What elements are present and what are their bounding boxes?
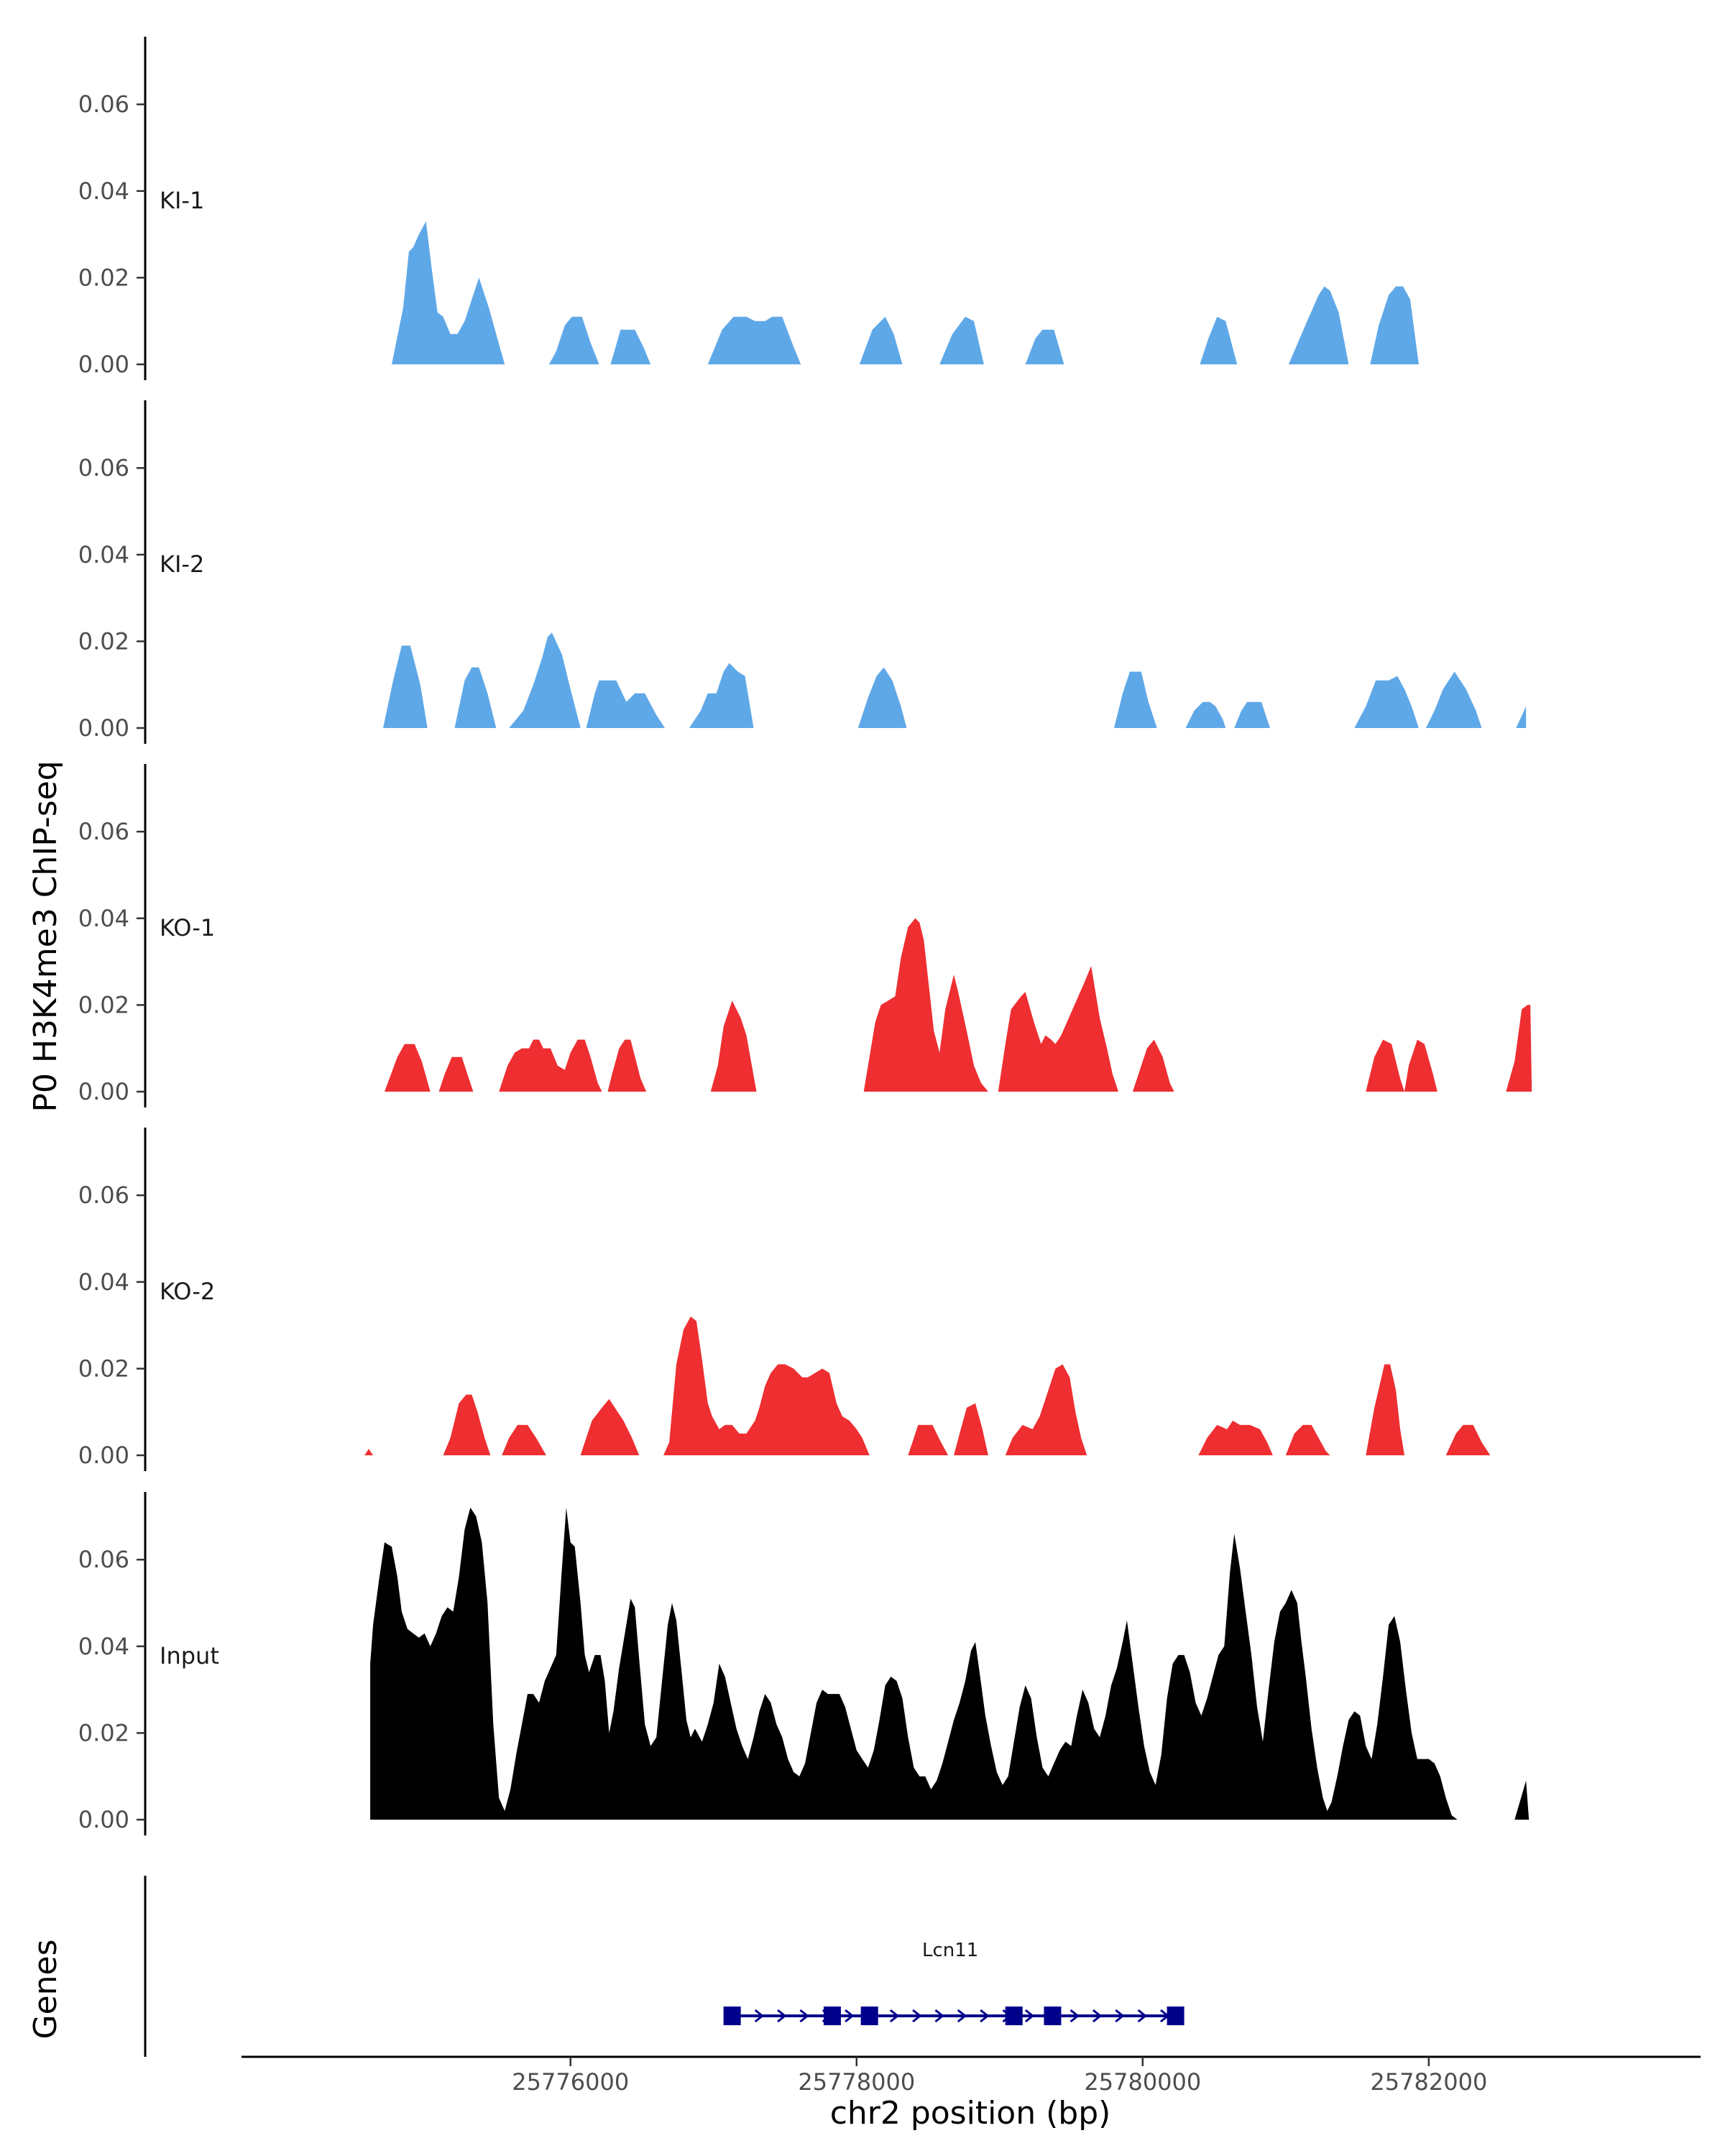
- y-tick-label: 0.02: [78, 991, 129, 1018]
- exon-marker: [723, 2007, 741, 2025]
- strand-arrow: [845, 2009, 855, 2023]
- y-axis-title: P0 H3K4me3 ChIP-seq: [27, 760, 64, 1112]
- y-tick-label: 0.04: [78, 905, 129, 932]
- signal-area-ko-1: [385, 918, 1532, 1092]
- y-tick-label: 0.02: [78, 1719, 129, 1746]
- strand-arrow: [754, 2009, 765, 2023]
- track-ko-2: 0.00 0.02 0.04 0.06 KO-2: [78, 1128, 1491, 1471]
- signal-area-input: [370, 1507, 1530, 1820]
- strand-arrow: [980, 2009, 990, 2023]
- y-tick-label: 0.00: [78, 714, 129, 742]
- strand-arrow: [799, 2009, 809, 2023]
- exon-marker: [860, 2007, 878, 2025]
- strand-arrow: [912, 2009, 922, 2023]
- signal-area-ko-2: [364, 1317, 1491, 1455]
- track-ko-1: 0.00 0.02 0.04 0.06 KO-1: [78, 764, 1532, 1107]
- y-tick-label: 0.00: [78, 1806, 129, 1833]
- y-tick-label: 0.00: [78, 1442, 129, 1469]
- track-label: KO-1: [160, 914, 215, 941]
- y-tick-label: 0.06: [78, 454, 129, 482]
- signal-area-ki-1: [392, 221, 1419, 364]
- x-tick-label: 25776000: [512, 2068, 629, 2096]
- y-tick-label: 0.00: [78, 1078, 129, 1105]
- gene-name: Lcn11: [922, 1940, 978, 1961]
- track-label: Input: [160, 1642, 219, 1669]
- track-label: KI-1: [160, 187, 204, 214]
- x-tick-label: 25782000: [1370, 2068, 1487, 2096]
- y-tick-label: 0.06: [78, 1546, 129, 1573]
- y-tick-label: 0.06: [78, 818, 129, 845]
- track-ki-1: 0.00 0.02 0.04 0.06 KI-1: [78, 37, 1419, 380]
- y-tick-label: 0.04: [78, 178, 129, 205]
- y-tick-label: 0.02: [78, 264, 129, 291]
- strand-arrow: [934, 2009, 944, 2023]
- strand-arrow: [1070, 2009, 1080, 2023]
- genes-axis-title: Genes: [27, 1939, 64, 2039]
- y-tick-label: 0.04: [78, 1633, 129, 1660]
- strand-arrow: [1024, 2009, 1035, 2023]
- strand-arrow: [889, 2009, 900, 2023]
- x-axis: 25776000 25778000 25780000 25782000: [242, 2055, 1701, 2096]
- y-tick-label: 0.02: [78, 627, 129, 655]
- strand-arrow: [1137, 2009, 1147, 2023]
- x-tick-label: 25780000: [1084, 2068, 1201, 2096]
- y-tick-label: 0.04: [78, 1268, 129, 1296]
- strand-arrow: [1092, 2009, 1103, 2023]
- track-ki-2: 0.00 0.02 0.04 0.06 KI-2: [78, 400, 1527, 744]
- strand-arrow: [1115, 2009, 1125, 2023]
- y-tick-label: 0.06: [78, 1181, 129, 1209]
- signal-area-ki-2: [383, 632, 1527, 728]
- exon-marker: [1167, 2007, 1184, 2025]
- track-input: 0.00 0.02 0.04 0.06 Input: [78, 1492, 1530, 1835]
- y-tick-label: 0.04: [78, 541, 129, 568]
- track-label: KI-2: [160, 550, 204, 578]
- exon-marker: [1005, 2007, 1023, 2025]
- strand-arrow: [957, 2009, 967, 2023]
- y-tick-label: 0.02: [78, 1355, 129, 1382]
- x-tick-label: 25778000: [798, 2068, 915, 2096]
- exon-marker: [823, 2007, 841, 2025]
- y-tick-label: 0.00: [78, 351, 129, 378]
- gene-track: Lcn11: [144, 1876, 1184, 2057]
- y-tick-label: 0.06: [78, 91, 129, 118]
- track-label: KO-2: [160, 1278, 215, 1305]
- exon-marker: [1044, 2007, 1062, 2025]
- x-axis-title: chr2 position (bp): [830, 2095, 1111, 2132]
- strand-arrow: [777, 2009, 787, 2023]
- tracks-layer: 0.00 0.02 0.04 0.06 KI-1 0.00 0.02 0.04 0.06 KI-2…: [78, 37, 1532, 1835]
